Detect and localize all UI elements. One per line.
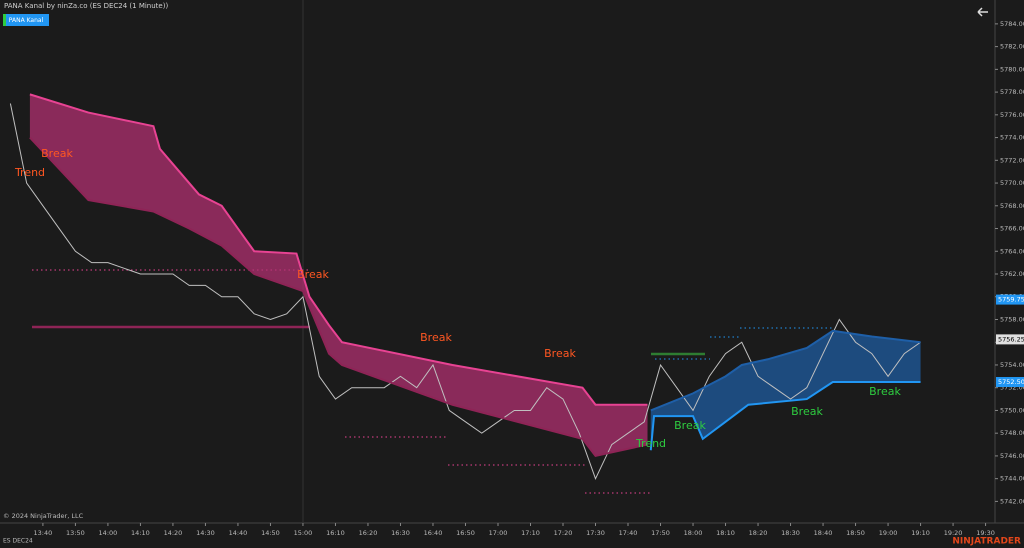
x-tick-label: 18:50 bbox=[846, 529, 865, 537]
y-tick-label: 5784.00 bbox=[1000, 20, 1024, 28]
price-line bbox=[9, 103, 921, 480]
y-tick-label: 5758.00 bbox=[1000, 315, 1024, 323]
price-label: 5759.75 bbox=[998, 296, 1024, 304]
x-tick-label: 19:30 bbox=[976, 529, 995, 537]
x-tick-label: 14:10 bbox=[131, 529, 150, 537]
x-tick-label: 14:00 bbox=[99, 529, 118, 537]
y-tick-label: 5772.00 bbox=[1000, 156, 1024, 164]
copyright: © 2024 NinjaTrader, LLC bbox=[3, 512, 84, 520]
y-tick-label: 5746.00 bbox=[1000, 452, 1024, 460]
annotation: Break bbox=[420, 331, 452, 344]
x-tick-label: 19:20 bbox=[944, 529, 963, 537]
channel-line bbox=[29, 136, 648, 458]
y-tick-label: 5778.00 bbox=[1000, 88, 1024, 96]
x-tick-label: 18:30 bbox=[781, 529, 800, 537]
y-tick-label: 5774.00 bbox=[1000, 134, 1024, 142]
x-tick-label: 16:40 bbox=[424, 529, 443, 537]
x-tick-label: 17:00 bbox=[489, 529, 508, 537]
annotation: Break bbox=[869, 385, 901, 398]
x-tick-label: 18:20 bbox=[749, 529, 768, 537]
x-tick-label: 19:10 bbox=[911, 529, 930, 537]
y-tick-label: 5770.00 bbox=[1000, 179, 1024, 187]
y-tick-label: 5744.00 bbox=[1000, 475, 1024, 483]
y-tick-label: 5752.00 bbox=[1000, 384, 1024, 392]
x-tick-label: 16:50 bbox=[456, 529, 475, 537]
y-tick-label: 5762.00 bbox=[1000, 270, 1024, 278]
price-label-box bbox=[996, 377, 1024, 388]
annotation: Break bbox=[297, 268, 329, 281]
channel-line bbox=[29, 93, 648, 406]
price-label: 5752.50 bbox=[998, 378, 1024, 386]
price-label-box bbox=[996, 334, 1024, 345]
annotation: Trend bbox=[14, 166, 45, 179]
x-tick-label: 16:30 bbox=[391, 529, 410, 537]
x-tick-label: 13:50 bbox=[66, 529, 85, 537]
indicator-flag bbox=[3, 14, 6, 26]
price-label-box bbox=[996, 294, 1024, 305]
y-tick-label: 5750.00 bbox=[1000, 406, 1024, 414]
y-tick-label: 5754.00 bbox=[1000, 361, 1024, 369]
x-tick-label: 16:10 bbox=[326, 529, 345, 537]
indicator-button[interactable] bbox=[3, 14, 49, 26]
band-fill bbox=[29, 94, 648, 456]
y-tick-label: 5748.00 bbox=[1000, 429, 1024, 437]
instrument: ES DEC24 bbox=[3, 538, 33, 545]
x-tick-label: 17:50 bbox=[651, 529, 670, 537]
x-tick-label: 15:00 bbox=[294, 529, 313, 537]
chart-title: PANA Kanal by ninZa.co (ES DEC24 (1 Minu… bbox=[4, 2, 168, 10]
y-tick-label: 5782.00 bbox=[1000, 43, 1024, 51]
y-tick-label: 5768.00 bbox=[1000, 202, 1024, 210]
channel-line bbox=[649, 381, 921, 451]
annotation: Break bbox=[791, 405, 823, 418]
y-tick-label: 5766.00 bbox=[1000, 225, 1024, 233]
channel-line bbox=[650, 329, 921, 412]
x-tick-label: 13:40 bbox=[34, 529, 53, 537]
back-button[interactable] bbox=[977, 7, 988, 17]
x-tick-label: 18:10 bbox=[716, 529, 735, 537]
y-tick-label: 5742.00 bbox=[1000, 497, 1024, 505]
x-tick-label: 19:00 bbox=[879, 529, 898, 537]
annotation: Break bbox=[674, 419, 706, 432]
price-label: 5756.25 bbox=[998, 335, 1024, 343]
band-fill bbox=[650, 330, 921, 451]
annotation: Trend bbox=[635, 437, 666, 450]
x-tick-label: 14:30 bbox=[196, 529, 215, 537]
y-tick-label: 5780.00 bbox=[1000, 65, 1024, 73]
x-tick-label: 14:20 bbox=[164, 529, 183, 537]
x-tick-label: 17:20 bbox=[554, 529, 573, 537]
y-tick-label: 5776.00 bbox=[1000, 111, 1024, 119]
annotation: Break bbox=[544, 347, 576, 360]
x-tick-label: 14:40 bbox=[229, 529, 248, 537]
x-tick-label: 17:30 bbox=[586, 529, 605, 537]
x-tick-label: 16:20 bbox=[359, 529, 378, 537]
x-tick-label: 18:40 bbox=[814, 529, 833, 537]
annotation: Break bbox=[41, 147, 73, 160]
x-tick-label: 18:00 bbox=[684, 529, 703, 537]
brand: NINJATRADER bbox=[952, 537, 1021, 547]
x-tick-label: 17:10 bbox=[521, 529, 540, 537]
x-tick-label: 17:40 bbox=[619, 529, 638, 537]
x-tick-label: 14:50 bbox=[261, 529, 280, 537]
y-tick-label: 5764.00 bbox=[1000, 247, 1024, 255]
indicator-button-label[interactable]: PANA Kanal bbox=[9, 17, 44, 24]
